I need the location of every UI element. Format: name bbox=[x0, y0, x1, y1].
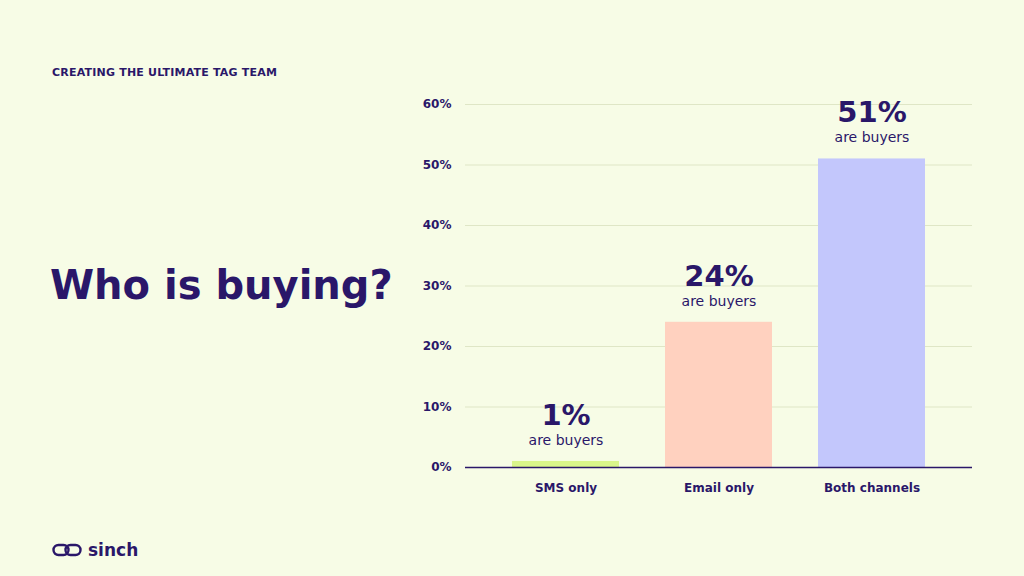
svg-text:30%: 30% bbox=[423, 279, 452, 293]
svg-text:Both channels: Both channels bbox=[824, 481, 920, 495]
html-text:sinch: sinch bbox=[88, 540, 139, 560]
svg-text:50%: 50% bbox=[423, 158, 452, 172]
svg-text:1%: 1% bbox=[541, 398, 590, 432]
svg-text:40%: 40% bbox=[423, 218, 452, 232]
svg-text:are buyers: are buyers bbox=[682, 293, 757, 309]
svg-text:are buyers: are buyers bbox=[529, 432, 604, 448]
svg-text:10%: 10% bbox=[423, 400, 452, 414]
svg-text:20%: 20% bbox=[423, 339, 452, 353]
html-text:Who is buying?: Who is buying? bbox=[50, 262, 393, 308]
svg-text:60%: 60% bbox=[423, 97, 452, 111]
svg-text:Email only: Email only bbox=[684, 481, 754, 495]
svg-text:0%: 0% bbox=[431, 460, 451, 474]
svg-text:51%: 51% bbox=[837, 95, 906, 129]
svg-text:24%: 24% bbox=[684, 259, 753, 293]
html-text:CREATING THE ULTIMATE TAG TEAM: CREATING THE ULTIMATE TAG TEAM bbox=[52, 66, 278, 79]
svg-text:SMS only: SMS only bbox=[535, 481, 597, 495]
svg-text:are buyers: are buyers bbox=[835, 129, 910, 145]
